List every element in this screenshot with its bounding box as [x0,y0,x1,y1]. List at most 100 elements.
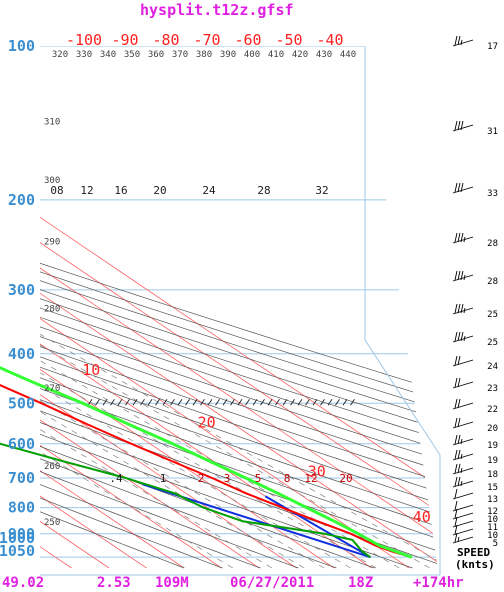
wind-barb-flag [457,270,461,281]
wind-speed-value: 22 [487,405,498,415]
theta-label-left: 260 [44,462,60,472]
wind-barb: 17 [452,35,498,52]
temperature-label-top: -100 [66,31,102,49]
theta-label-top: 420 [292,50,308,60]
dry-adiabat-line [40,46,440,569]
dewpoint-profile [0,442,372,559]
theta-label-left: 250 [44,518,60,528]
wind-barb: 19 [452,434,498,451]
temperature-label-top: -40 [316,31,343,49]
wind-barb-flag [460,331,464,342]
hatch-mark [185,399,190,406]
wind-barb-staff [452,124,474,132]
pressure-label: 100 [8,37,35,55]
wind-barb: 28 [452,232,498,249]
wind-speed-value: 17 [487,42,498,52]
mixing-ratio-label-top: 12 [80,184,93,197]
wind-barb-flag [454,355,458,366]
theta-label-left: 280 [44,305,60,315]
wind-barb-half-flag [460,467,463,474]
dry-adiabat-line [40,46,261,569]
dry-adiabat-line [40,46,440,569]
wind-barb-flag [454,449,458,460]
mixing-ratio-label-mid: 8 [284,472,291,485]
wind-speed-value: 12 [487,507,498,517]
wind-barb-flag [454,182,458,193]
mixing-ratio-line [40,199,377,569]
wind-barb-staff [452,492,474,500]
hatch-mark [260,399,265,406]
hatch-mark [132,399,138,406]
wind-barb-staff [452,359,474,367]
pressure-label: 500 [8,394,35,412]
plot-right-boundary [364,46,441,575]
hatch-mark [320,399,325,406]
theta-label-top: 330 [76,50,92,60]
wind-barb-half-flag [457,536,460,543]
hatch-mark [290,399,295,406]
theta-label-top: 320 [52,50,68,60]
wind-speed-value: 19 [487,441,498,451]
dry-adiabat-line [40,46,440,569]
hatch-mark [102,399,108,406]
wind-barb: 19 [452,449,498,466]
hatch-mark [215,399,220,406]
wind-barb: 15 [452,476,498,493]
hatch-mark [297,399,303,406]
hatch-mark [207,399,213,406]
wind-barb: 25 [452,303,498,320]
temperature-label-top: -90 [111,31,138,49]
dry-adiabat-line [40,46,440,569]
hatch-mark [177,399,183,406]
wind-speed-value: 31 [487,127,498,137]
dry-adiabat-line [40,46,440,569]
hatch-mark [162,399,168,406]
mixing-ratio-line [40,199,273,569]
wind-barb-half-flag [463,335,466,342]
pressure-label: 700 [8,469,35,487]
wind-barb-half-flag [463,236,466,243]
dry-adiabat-line [40,46,440,569]
wind-speed-value: 19 [487,456,498,466]
footer-hour: 18Z [348,575,373,591]
wind-speed-value: 10 [487,515,498,525]
wind-barb-flag [457,463,461,474]
footer-forecast-hour: +174hr [413,575,464,591]
dry-adiabat-line [40,46,440,569]
mixing-ratio-label-mid: .4 [109,472,123,485]
pressure-label: 900 [8,525,35,543]
wind-speed-value: 28 [487,239,498,249]
hatch-mark [117,399,123,406]
wind-speed-value: 25 [487,338,498,348]
mixing-ratio-label-top: 28 [257,184,270,197]
labels-layer: 10020030040050060070080090010001050-100-… [0,31,431,560]
hatch-mark [237,399,243,406]
wind-barb-half-flag [460,438,463,445]
wind-barb-half-flag [463,307,466,314]
theta-label-top: 350 [124,50,140,60]
wind-barb-flag [460,120,464,131]
wind-barb: 23 [452,377,498,394]
mixing-ratio-label-mid: 3 [224,472,231,485]
speed-label: SPEED [457,546,490,559]
wind-speed-value: 11 [487,523,498,533]
isotherm-line [40,46,440,569]
wind-barb-flag [457,303,461,314]
mixing-ratio-line [40,199,325,569]
dry-adiabat-line [40,46,440,569]
temperature-label-top: -50 [275,31,302,49]
footer-elevation: 109M [155,575,189,591]
hatch-mark [87,399,93,406]
temperature-label-right: 40 [413,508,431,526]
isotherm-line [40,46,410,569]
wind-barb-flag [457,120,461,131]
mixing-ratio-line [40,199,440,569]
hatch-mark [222,399,228,406]
hatch-mark [110,399,115,406]
mixing-ratio-line [40,199,400,569]
temperature-label-right: 20 [198,413,216,431]
dry-adiabat-line [40,46,223,569]
wind-barb-flag [454,120,458,131]
dry-adiabat-line [40,46,413,569]
